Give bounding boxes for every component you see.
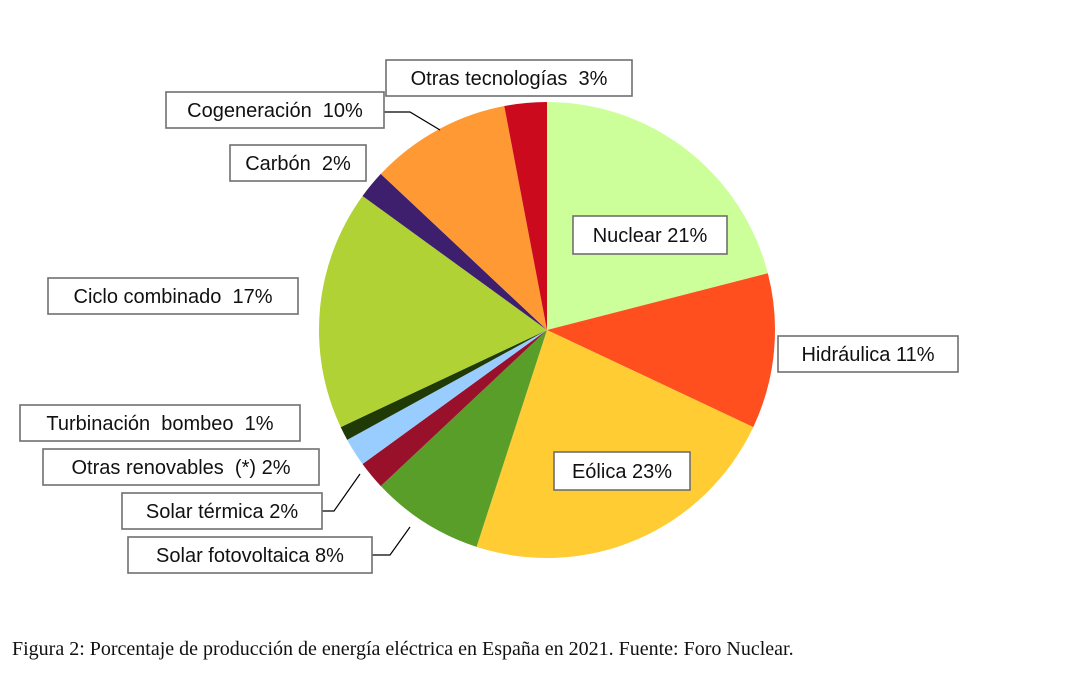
- leader-lines: [322, 111, 441, 556]
- slice-label: Otras tecnologías 3%: [385, 59, 633, 97]
- pie-slice-hidráulica: [547, 273, 776, 428]
- slice-label: Eólica 23%: [553, 451, 691, 491]
- slice-label: Solar fotovoltaica 8%: [127, 536, 373, 574]
- slice-label: Solar térmica 2%: [121, 492, 323, 530]
- slice-label-text: Solar térmica 2%: [146, 501, 298, 523]
- pie-slice-cogeneración: [380, 106, 547, 330]
- label-box: [127, 536, 373, 574]
- slice-label: Carbón 2%: [229, 144, 367, 182]
- pie-slice-otras-renovables: [347, 330, 547, 465]
- leader-line: [322, 473, 361, 512]
- label-box: [19, 404, 301, 442]
- slice-label-text: Carbón 2%: [245, 153, 351, 175]
- slice-label: Nuclear 21%: [572, 215, 728, 255]
- label-box: [165, 91, 385, 129]
- pie-slice-otras-tecnologías: [504, 102, 547, 330]
- label-box: [47, 277, 299, 315]
- slice-label-text: Otras renovables (*) 2%: [72, 457, 291, 479]
- slice-label: Ciclo combinado 17%: [47, 277, 299, 315]
- pie-slice-carbón: [362, 173, 547, 330]
- label-box: [572, 215, 728, 255]
- leader-line: [384, 111, 441, 131]
- pie-chart: Nuclear 21% Hidráulica 11% Eólica 23% Solar…: [19, 59, 959, 574]
- slice-label: Turbinación bombeo 1%: [19, 404, 301, 442]
- label-box: [42, 448, 320, 486]
- slice-label-text: Solar fotovoltaica 8%: [156, 545, 344, 567]
- label-box: [553, 451, 691, 491]
- label-box: [229, 144, 367, 182]
- pie-slice-turbinación-bombeo: [340, 330, 547, 440]
- leader-line: [372, 526, 411, 556]
- pie-slices: [318, 102, 776, 559]
- pie-slice-solar-fotovoltaica: [380, 330, 547, 547]
- slice-label-text: Turbinación bombeo 1%: [46, 413, 273, 435]
- slice-label-text: Ciclo combinado 17%: [74, 286, 273, 308]
- figure-caption: Figura 2: Porcentaje de producción de en…: [12, 638, 794, 660]
- slice-label: Otras renovables (*) 2%: [42, 448, 320, 486]
- pie-slice-ciclo-combinado: [318, 195, 547, 428]
- slice-label: Cogeneración 10%: [165, 91, 385, 129]
- slice-label: Hidráulica 11%: [777, 335, 959, 373]
- label-box: [777, 335, 959, 373]
- pie-slice-eólica: [476, 330, 754, 559]
- slice-label-text: Otras tecnologías 3%: [411, 68, 608, 90]
- label-box: [385, 59, 633, 97]
- slice-labels: Nuclear 21% Hidráulica 11% Eólica 23% Solar…: [19, 59, 959, 574]
- pie-slice-solar-térmica: [362, 330, 547, 487]
- slice-label-text: Cogeneración 10%: [187, 100, 363, 122]
- slice-label-text: Eólica 23%: [572, 461, 672, 483]
- slice-label-text: Hidráulica 11%: [801, 344, 934, 366]
- label-box: [121, 492, 323, 530]
- slice-label-text: Nuclear 21%: [593, 225, 708, 247]
